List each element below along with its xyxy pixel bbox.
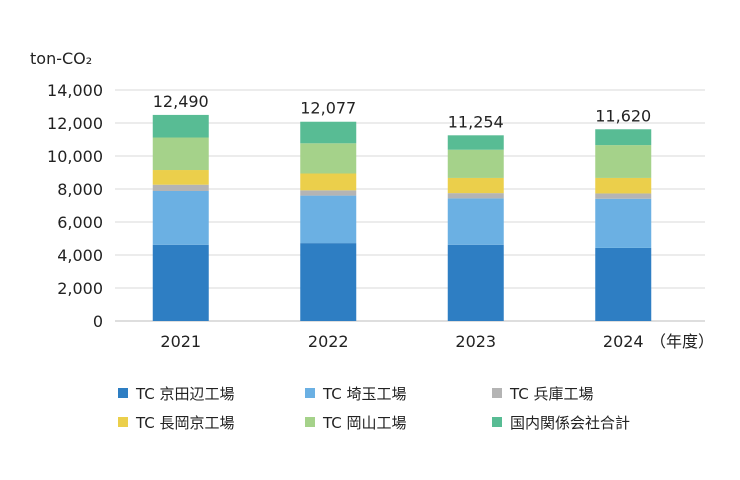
bar-segment-2024-3 bbox=[595, 177, 652, 194]
total-labels: 12,490 12,077 11,254 11,620 bbox=[153, 92, 651, 131]
x-tick-label: 2024 bbox=[603, 332, 644, 351]
bar-segment-2022-2 bbox=[300, 190, 357, 196]
gridlines bbox=[115, 89, 705, 322]
y-tick-label: 10,000 bbox=[47, 147, 103, 166]
bar-segment-2021-5 bbox=[152, 114, 209, 138]
bar-segment-2024-1 bbox=[595, 198, 652, 248]
bar-segment-2022-0 bbox=[300, 243, 357, 321]
x-tick-label: 2021 bbox=[160, 332, 201, 351]
y-tick-label: 2,000 bbox=[57, 279, 103, 298]
y-tick-label: 12,000 bbox=[47, 114, 103, 133]
total-label: 11,254 bbox=[448, 112, 504, 131]
total-label: 12,077 bbox=[300, 99, 356, 118]
bar-segment-2024-2 bbox=[595, 193, 652, 199]
bar-segment-2022-3 bbox=[300, 173, 357, 191]
bar-segment-2024-4 bbox=[595, 145, 652, 178]
y-axis-unit-label: ton-CO₂ bbox=[30, 49, 92, 68]
total-label: 12,490 bbox=[153, 92, 209, 111]
bar-segment-2021-3 bbox=[152, 170, 209, 185]
bars bbox=[152, 114, 652, 321]
bar-segment-2022-4 bbox=[300, 143, 357, 174]
bar-segment-2021-1 bbox=[152, 190, 209, 245]
x-tick-label: 2023 bbox=[455, 332, 496, 351]
bar-segment-2021-2 bbox=[152, 184, 209, 191]
bar-segment-2021-4 bbox=[152, 137, 209, 171]
bar-segment-2023-5 bbox=[447, 135, 504, 150]
bar-segment-2024-0 bbox=[595, 247, 652, 321]
bar-segment-2021-0 bbox=[152, 244, 209, 321]
bar-segment-2022-5 bbox=[300, 121, 357, 144]
bar-segment-2022-1 bbox=[300, 195, 357, 244]
y-tick-label: 14,000 bbox=[47, 81, 103, 100]
bar-segment-2023-3 bbox=[447, 177, 504, 194]
bar-segment-2023-1 bbox=[447, 198, 504, 245]
bar-segment-2024-5 bbox=[595, 129, 652, 146]
y-tick-label: 0 bbox=[93, 312, 103, 331]
x-axis-suffix-label: （年度） bbox=[650, 332, 714, 351]
y-tick-label: 8,000 bbox=[57, 180, 103, 199]
bar-segment-2023-2 bbox=[447, 193, 504, 199]
bar-segment-2023-4 bbox=[447, 149, 504, 178]
y-axis-ticks: 0 2,000 4,000 6,000 8,000 10,000 12,000 14,000 bbox=[47, 81, 103, 331]
x-axis-ticks: 2021 2022 2023 2024 bbox=[160, 332, 643, 351]
bar-segment-2023-0 bbox=[447, 244, 504, 321]
x-tick-label: 2022 bbox=[308, 332, 349, 351]
total-label: 11,620 bbox=[595, 106, 651, 125]
y-tick-label: 6,000 bbox=[57, 213, 103, 232]
y-tick-label: 4,000 bbox=[57, 246, 103, 265]
